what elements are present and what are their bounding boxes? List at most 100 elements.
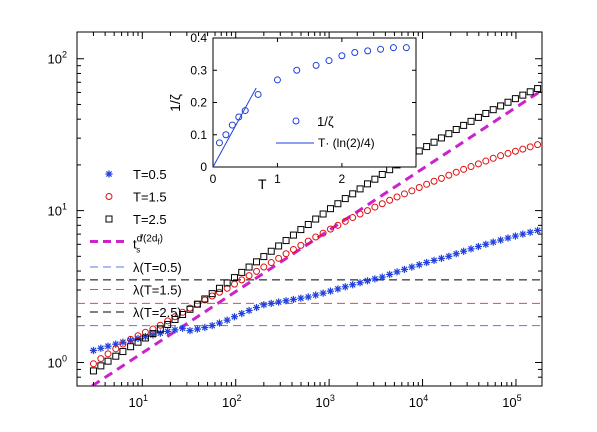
star-stroke bbox=[334, 285, 341, 292]
star-stroke bbox=[201, 324, 208, 331]
star-stroke bbox=[312, 292, 319, 299]
data-point bbox=[89, 367, 97, 375]
legend-label: T=0.5 bbox=[133, 167, 167, 182]
data-point bbox=[119, 348, 127, 356]
inset-data-point bbox=[377, 45, 385, 53]
legend-sup-f: f bbox=[157, 238, 160, 247]
data-point bbox=[245, 306, 253, 315]
star-stroke bbox=[268, 300, 275, 307]
inset-y-tick-label: 0.2 bbox=[190, 96, 207, 110]
data-point bbox=[223, 316, 231, 324]
data-point bbox=[186, 327, 194, 335]
data-point bbox=[127, 343, 135, 351]
x-tick-label: 104 bbox=[409, 393, 428, 410]
data-point bbox=[430, 138, 438, 146]
data-point bbox=[282, 250, 290, 258]
star-stroke bbox=[216, 319, 223, 326]
data-point bbox=[482, 240, 490, 248]
data-point bbox=[208, 321, 216, 330]
data-point bbox=[156, 329, 164, 337]
data-point bbox=[504, 98, 512, 106]
data-point bbox=[356, 210, 364, 218]
inset-data-point bbox=[293, 66, 301, 74]
inset-x-axis-label: T bbox=[258, 176, 267, 192]
inset-data-point bbox=[228, 121, 236, 129]
inset-data-point bbox=[215, 139, 223, 147]
data-point bbox=[519, 230, 527, 238]
star-stroke bbox=[468, 245, 475, 252]
data-point bbox=[415, 183, 423, 191]
inset-data-point bbox=[389, 44, 397, 52]
data-point bbox=[208, 290, 216, 298]
inset-data-point bbox=[273, 76, 281, 84]
legend-label: λ(T=2.5) bbox=[133, 305, 182, 320]
star-stroke bbox=[349, 281, 356, 288]
data-point bbox=[312, 233, 320, 241]
inset-data-point bbox=[254, 90, 262, 98]
data-point bbox=[489, 154, 497, 162]
inset-chart: 0 1 2 0 0.1 0.2 0.3 0.4 T 1/ζ 1/ζ T· (ln(2)/4) bbox=[167, 31, 417, 192]
data-point bbox=[334, 285, 342, 293]
y-tick-label: 101 bbox=[48, 202, 67, 219]
legend-label: T=1.5 bbox=[133, 190, 167, 205]
data-point bbox=[97, 344, 105, 352]
data-point bbox=[445, 171, 453, 179]
data-point bbox=[519, 91, 527, 99]
data-point bbox=[297, 294, 305, 302]
star-stroke bbox=[305, 293, 312, 300]
data-point bbox=[112, 352, 120, 360]
data-point bbox=[497, 152, 505, 160]
legend-sup-close: ) bbox=[160, 234, 163, 245]
inset-series bbox=[215, 44, 410, 147]
star-stroke bbox=[438, 255, 445, 262]
tick-base: 10 bbox=[48, 204, 62, 219]
data-point bbox=[534, 141, 542, 149]
data-point bbox=[400, 265, 409, 274]
tick-exp: 2 bbox=[236, 393, 241, 403]
star-stroke bbox=[164, 328, 171, 335]
data-point bbox=[467, 245, 475, 253]
star-stroke bbox=[97, 345, 104, 352]
star-stroke bbox=[246, 307, 253, 314]
data-point bbox=[267, 259, 275, 267]
data-point bbox=[423, 143, 431, 151]
data-point bbox=[275, 254, 283, 262]
star-stroke bbox=[179, 325, 186, 332]
data-point bbox=[260, 301, 268, 309]
data-point bbox=[423, 258, 431, 267]
legend-label: T=2.5 bbox=[133, 212, 167, 227]
tick-exp: 1 bbox=[143, 393, 148, 403]
star-stroke bbox=[512, 233, 519, 240]
inset-legend-label: 1/ζ bbox=[317, 114, 334, 129]
data-point bbox=[289, 245, 297, 253]
data-point bbox=[519, 145, 527, 153]
data-point bbox=[312, 215, 320, 223]
star-stroke bbox=[327, 288, 334, 295]
data-point bbox=[141, 334, 149, 342]
data-point bbox=[149, 325, 157, 333]
data-point bbox=[104, 357, 112, 365]
inset-legend-marker bbox=[292, 117, 300, 125]
star-stroke bbox=[90, 347, 97, 354]
data-point bbox=[193, 300, 201, 308]
data-point bbox=[230, 313, 239, 321]
data-point bbox=[437, 174, 445, 182]
star-stroke bbox=[297, 295, 304, 302]
data-point bbox=[215, 288, 223, 296]
tick-base: 10 bbox=[48, 355, 62, 370]
data-point bbox=[452, 126, 460, 134]
data-point bbox=[134, 338, 142, 346]
star-stroke bbox=[238, 310, 245, 317]
data-point bbox=[452, 250, 460, 258]
inset-y-axis-label: 1/ζ bbox=[167, 94, 183, 112]
star-stroke bbox=[416, 261, 423, 268]
data-point bbox=[297, 226, 305, 234]
data-point bbox=[497, 102, 505, 110]
legend-label: λ(T=1.5) bbox=[133, 283, 182, 298]
star-stroke bbox=[423, 259, 430, 266]
data-point bbox=[179, 310, 187, 318]
inset-data-point bbox=[312, 61, 320, 69]
star-stroke bbox=[157, 330, 164, 337]
data-point bbox=[304, 221, 312, 229]
data-point bbox=[408, 187, 416, 195]
